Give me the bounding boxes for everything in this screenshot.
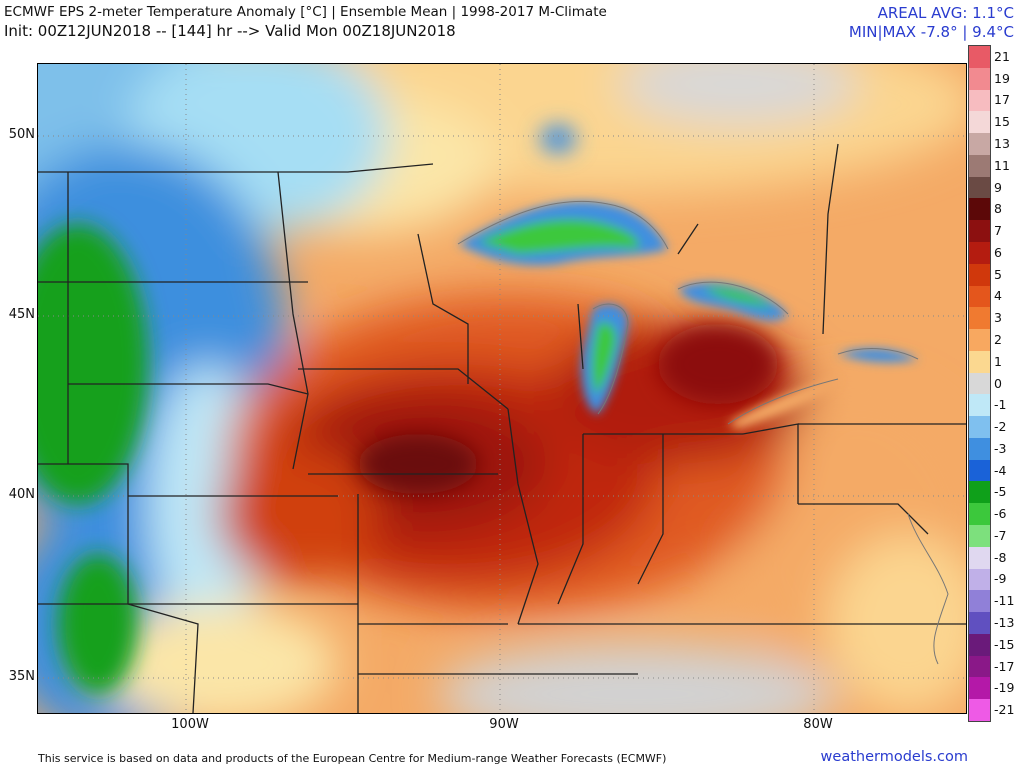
lat-label-50n: 50N xyxy=(8,127,35,142)
colorbar-label: -7 xyxy=(994,527,1007,543)
colorbar-segment xyxy=(969,198,990,221)
colorbar-label: -1 xyxy=(994,397,1007,413)
colorbar-segment xyxy=(969,503,990,526)
colorbar-segment xyxy=(969,372,990,395)
grid-lines xyxy=(38,64,966,713)
colorbar-label: 5 xyxy=(994,266,1002,282)
state-borders xyxy=(38,143,966,713)
colorbar-segment xyxy=(969,46,990,69)
colorbar-label: -2 xyxy=(994,419,1007,435)
colorbar-label: 17 xyxy=(994,92,1010,108)
colorbar-segment xyxy=(969,633,990,657)
colorbar-label: -13 xyxy=(994,615,1015,631)
colorbar-segment xyxy=(969,655,990,678)
colorbar-segment xyxy=(969,285,990,308)
valid-time: Init: 00Z12JUN2018 -- [144] hr --> Valid… xyxy=(4,22,456,40)
colorbar-segment xyxy=(969,568,990,591)
colorbar-segment xyxy=(969,111,990,134)
colorbar-label: -3 xyxy=(994,440,1007,456)
lon-label-80w: 80W xyxy=(803,717,833,732)
colorbar-segment xyxy=(969,416,990,439)
colorbar-segment xyxy=(969,154,990,178)
colorbar-segment xyxy=(969,525,990,548)
colorbar-label: 9 xyxy=(994,179,1002,195)
colorbar-label: 15 xyxy=(994,114,1010,130)
colorbar-label: 21 xyxy=(994,48,1010,64)
colorbar-label: 7 xyxy=(994,223,1002,239)
lon-label-90w: 90W xyxy=(489,717,519,732)
lat-label-45n: 45N xyxy=(8,307,35,322)
temperature-anomaly-map xyxy=(37,63,967,714)
colorbar-label: 1 xyxy=(994,353,1002,369)
colorbar-segment xyxy=(969,307,990,330)
colorbar-segment xyxy=(969,590,990,613)
colorbar-segment xyxy=(969,546,990,570)
colorbar-label: 13 xyxy=(994,135,1010,151)
colorbar-label: 2 xyxy=(994,331,1002,347)
colorbar-label: 4 xyxy=(994,288,1002,304)
colorbar-label: -11 xyxy=(994,593,1015,609)
lat-label-40n: 40N xyxy=(8,487,35,502)
colorbar-label: 11 xyxy=(994,157,1010,173)
coastlines xyxy=(457,200,949,665)
colorbar-label: 0 xyxy=(994,375,1002,391)
colorbar-label: 8 xyxy=(994,201,1002,217)
areal-average: AREAL AVG: 1.1°C xyxy=(877,4,1014,22)
colorbar-label: -4 xyxy=(994,462,1007,478)
colorbar-segment xyxy=(969,612,990,635)
colorbar-label: 3 xyxy=(994,310,1002,326)
colorbar-segment xyxy=(969,241,990,265)
colorbar-label: -5 xyxy=(994,484,1007,500)
colorbar-segment xyxy=(969,67,990,91)
colorbar-segment xyxy=(969,329,990,352)
min-max: MIN|MAX -7.8° | 9.4°C xyxy=(848,23,1014,41)
colorbar-label: -9 xyxy=(994,571,1007,587)
colorbar-segment xyxy=(969,699,990,722)
colorbar-segment xyxy=(969,350,990,374)
colorbar-label: 19 xyxy=(994,70,1010,86)
colorbar-segment xyxy=(969,394,990,417)
lon-label-100w: 100W xyxy=(171,717,209,732)
colorbar-label: -8 xyxy=(994,549,1007,565)
map-title: ECMWF EPS 2-meter Temperature Anomaly [°… xyxy=(4,4,607,20)
colorbar-label: -21 xyxy=(994,702,1015,718)
attribution: This service is based on data and produc… xyxy=(38,752,667,765)
colorbar-segment xyxy=(969,220,990,243)
colorbar-segment xyxy=(969,263,990,286)
colorbar-segment xyxy=(969,89,990,112)
colorbar-segment xyxy=(969,133,990,156)
colorbar-segment xyxy=(969,437,990,461)
colorbar xyxy=(968,45,991,722)
colorbar-label: -15 xyxy=(994,636,1015,652)
colorbar-label: -19 xyxy=(994,680,1015,696)
colorbar-label: -6 xyxy=(994,506,1007,522)
colorbar-segment xyxy=(969,459,990,482)
colorbar-label: -17 xyxy=(994,658,1015,674)
colorbar-segment xyxy=(969,481,990,504)
colorbar-label: 6 xyxy=(994,244,1002,260)
brand-link[interactable]: weathermodels.com xyxy=(820,749,968,765)
lat-label-35n: 35N xyxy=(8,669,35,684)
colorbar-segment xyxy=(969,677,990,700)
colorbar-segment xyxy=(969,176,990,199)
